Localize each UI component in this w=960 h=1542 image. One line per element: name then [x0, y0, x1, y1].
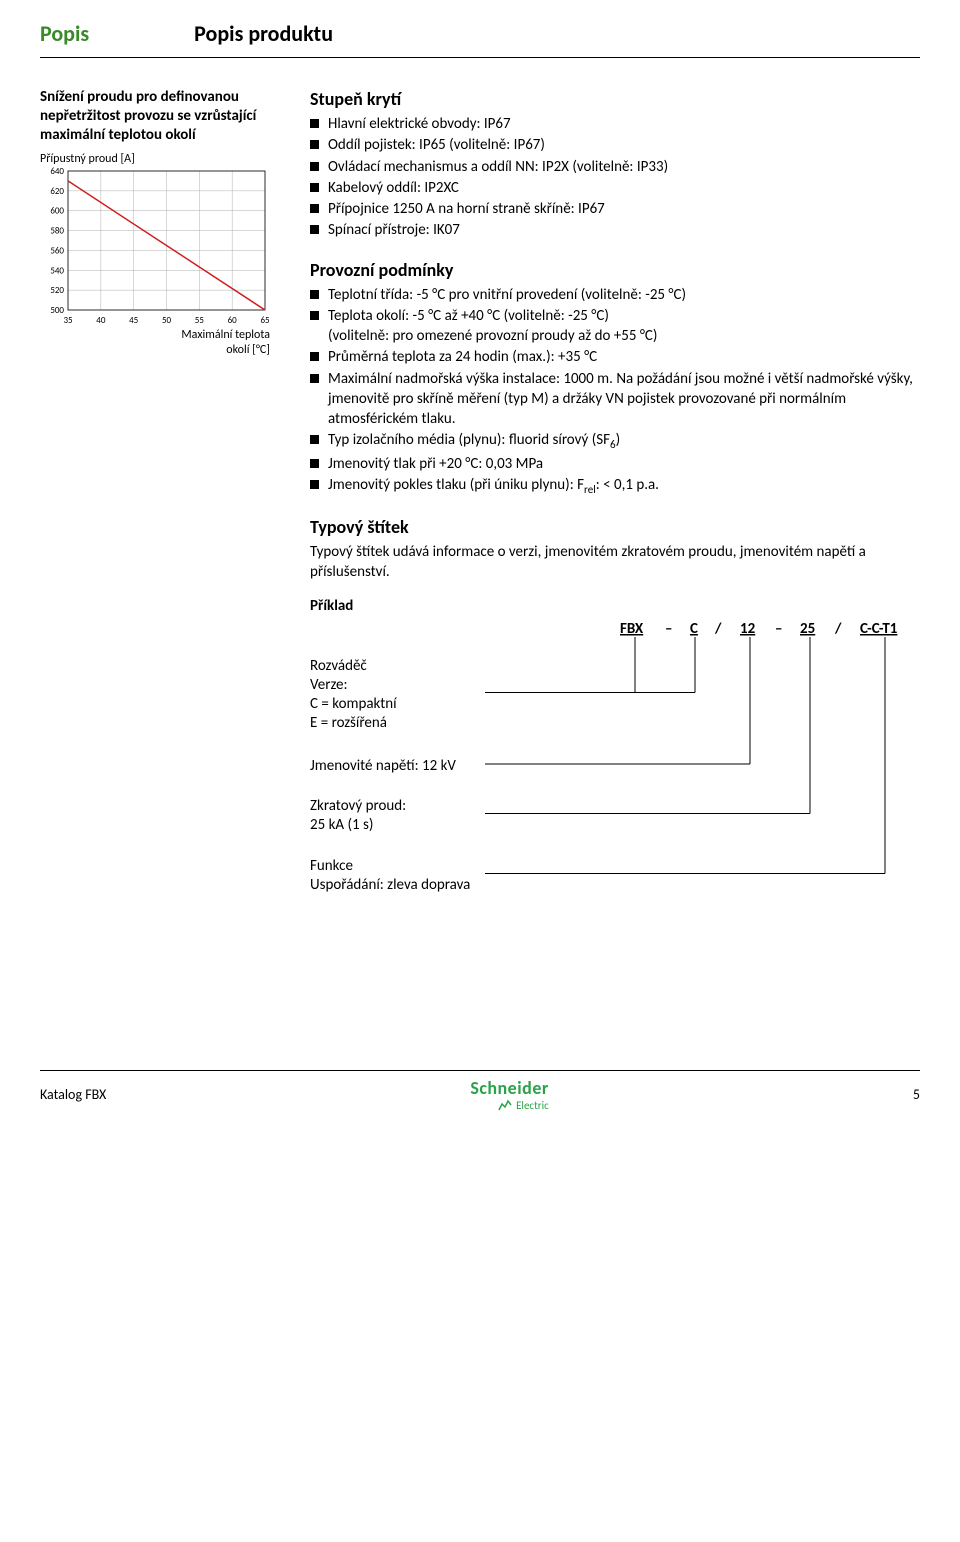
- svg-text:560: 560: [50, 246, 64, 257]
- svg-text:FBX: FBX: [620, 620, 644, 638]
- header-rule: [40, 57, 920, 58]
- svg-text:/: /: [714, 620, 722, 638]
- footer-doc-title: Katalog FBX: [40, 1086, 106, 1103]
- list-item: Ovládací mechanismus a oddíl NN: IP2X (v…: [310, 157, 920, 177]
- list-item: Přípojnice 1250 A na horní straně skříně…: [310, 199, 920, 219]
- nameplate-paragraph: Typový štítek udává informace o verzi, j…: [310, 542, 920, 583]
- page-section-title: Popis: [40, 20, 89, 47]
- list-item: Hlavní elektrické obvody: IP67: [310, 114, 920, 134]
- svg-text:–: –: [665, 620, 672, 638]
- typecode-diagram: FBX–C/12–25/C-C-T1RozváděčVerze:C = komp…: [310, 615, 960, 925]
- svg-text:25 kA (1 s): 25 kA (1 s): [310, 816, 373, 834]
- list-item: Teplotní třída: -5 °C pro vnitřní proved…: [310, 285, 920, 305]
- svg-text:35: 35: [63, 315, 73, 326]
- chart-title: Snížení proudu pro definovanou nepřetrži…: [40, 88, 290, 144]
- svg-text:E = rozšířená: E = rozšířená: [310, 714, 387, 732]
- svg-text:600: 600: [50, 206, 64, 217]
- svg-text:–: –: [775, 620, 782, 638]
- list-item: Oddíl pojistek: IP65 (volitelně: IP67): [310, 135, 920, 155]
- chart-x-axis-label: Maximální teplota okolí [°C]: [40, 328, 270, 357]
- list-item: Jmenovitý pokles tlaku (při úniku plynu)…: [310, 475, 920, 498]
- section-heading-protection: Stupeň krytí: [310, 88, 920, 110]
- example-label: Příklad: [310, 597, 920, 615]
- section-heading-nameplate: Typový štítek: [310, 516, 920, 538]
- list-item: Průměrná teplota za 24 hodin (max.): +35…: [310, 347, 920, 367]
- section-heading-conditions: Provozní podmínky: [310, 259, 920, 281]
- page-title: Popis produktu: [194, 20, 333, 47]
- list-item: Jmenovitý tlak při +20 °C: 0,03 MPa: [310, 454, 920, 474]
- svg-text:Verze:: Verze:: [310, 676, 348, 694]
- svg-text:640: 640: [50, 166, 64, 177]
- svg-text:55: 55: [195, 315, 205, 326]
- svg-text:620: 620: [50, 186, 64, 197]
- chart-y-axis-label: Přípustný proud [A]: [40, 152, 290, 166]
- svg-text:C = kompaktní: C = kompaktní: [310, 695, 397, 713]
- svg-text:540: 540: [50, 266, 64, 277]
- svg-text:45: 45: [129, 315, 139, 326]
- svg-text:Jmenovité napětí: 12 kV: Jmenovité napětí: 12 kV: [310, 757, 456, 775]
- svg-text:40: 40: [96, 315, 106, 326]
- list-item: Kabelový oddíl: IP2XC: [310, 178, 920, 198]
- svg-text:Zkratový proud:: Zkratový proud:: [310, 797, 406, 815]
- svg-text:12: 12: [740, 620, 756, 638]
- svg-text:Rozváděč: Rozváděč: [310, 657, 367, 675]
- svg-text:65: 65: [260, 315, 270, 326]
- list-item: Maximální nadmořská výška instalace: 100…: [310, 369, 920, 430]
- list-item: Teplota okolí: -5 °C až +40 °C (voliteln…: [310, 306, 920, 347]
- svg-text:50: 50: [162, 315, 172, 326]
- footer-rule: [40, 1070, 920, 1071]
- svg-text:520: 520: [50, 285, 64, 296]
- svg-text:Uspořádání: zleva doprava: Uspořádání: zleva doprava: [310, 876, 470, 894]
- svg-text:25: 25: [800, 620, 815, 638]
- protection-list: Hlavní elektrické obvody: IP67 Oddíl poj…: [310, 114, 920, 241]
- svg-text:C-C-T1: C-C-T1: [860, 620, 898, 638]
- svg-text:Funkce: Funkce: [310, 857, 353, 875]
- svg-text:C: C: [690, 620, 698, 638]
- chart-svg: 35 40 45 50 55 60 65 500 520 540 560 580 600 620 640: [40, 166, 270, 326]
- svg-text:500: 500: [50, 305, 64, 316]
- list-item: Spínací přístroje: IK07: [310, 220, 920, 240]
- page-number: 5: [913, 1086, 920, 1103]
- conditions-list: Teplotní třída: -5 °C pro vnitřní proved…: [310, 285, 920, 499]
- svg-text:/: /: [834, 620, 842, 638]
- svg-text:60: 60: [228, 315, 238, 326]
- svg-text:580: 580: [50, 226, 64, 237]
- list-item: Typ izolačního média (plynu): fluorid sí…: [310, 430, 920, 453]
- schneider-logo: Schneider Electric: [470, 1077, 548, 1112]
- derating-chart: 35 40 45 50 55 60 65 500 520 540 560 580 600 620 640 M…: [40, 166, 270, 357]
